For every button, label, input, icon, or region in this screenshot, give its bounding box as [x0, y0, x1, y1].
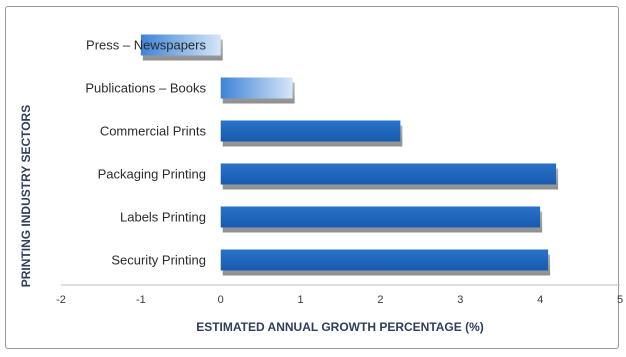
- x-tick-label: 0: [218, 294, 224, 306]
- bar-shadows: [142, 39, 559, 276]
- x-axis-title: ESTIMATED ANNUAL GROWTH PERCENTAGE (%): [196, 320, 484, 334]
- x-tick-label: -2: [56, 294, 66, 306]
- category-label: Press – Newspapers: [86, 38, 206, 53]
- category-label: Commercial Prints: [100, 124, 207, 139]
- bars: [140, 34, 557, 271]
- bar: [220, 120, 401, 142]
- bar: [220, 163, 557, 185]
- x-tick-label: -1: [136, 294, 146, 306]
- bar: [140, 34, 221, 56]
- x-tick-label: 4: [537, 294, 543, 306]
- category-label: Packaging Printing: [98, 167, 206, 182]
- x-tick-label: 1: [298, 294, 304, 306]
- category-label: Publications – Books: [85, 81, 206, 96]
- bar: [220, 249, 549, 271]
- x-tick-label: 2: [377, 294, 383, 306]
- y-axis-title: PRINTING INDUSTRY SECTORS: [19, 105, 33, 287]
- category-labels: Press – Newspapers Publications – Books Co…: [85, 38, 206, 268]
- bar: [220, 206, 541, 228]
- bar: [220, 77, 293, 99]
- x-tick-label: 3: [457, 294, 463, 306]
- x-axis-ticks: -2 -1 0 1 2 3 4 5: [56, 294, 623, 306]
- category-label: Security Printing: [111, 253, 206, 268]
- x-tick-label: 5: [617, 294, 623, 306]
- category-label: Labels Printing: [120, 210, 206, 225]
